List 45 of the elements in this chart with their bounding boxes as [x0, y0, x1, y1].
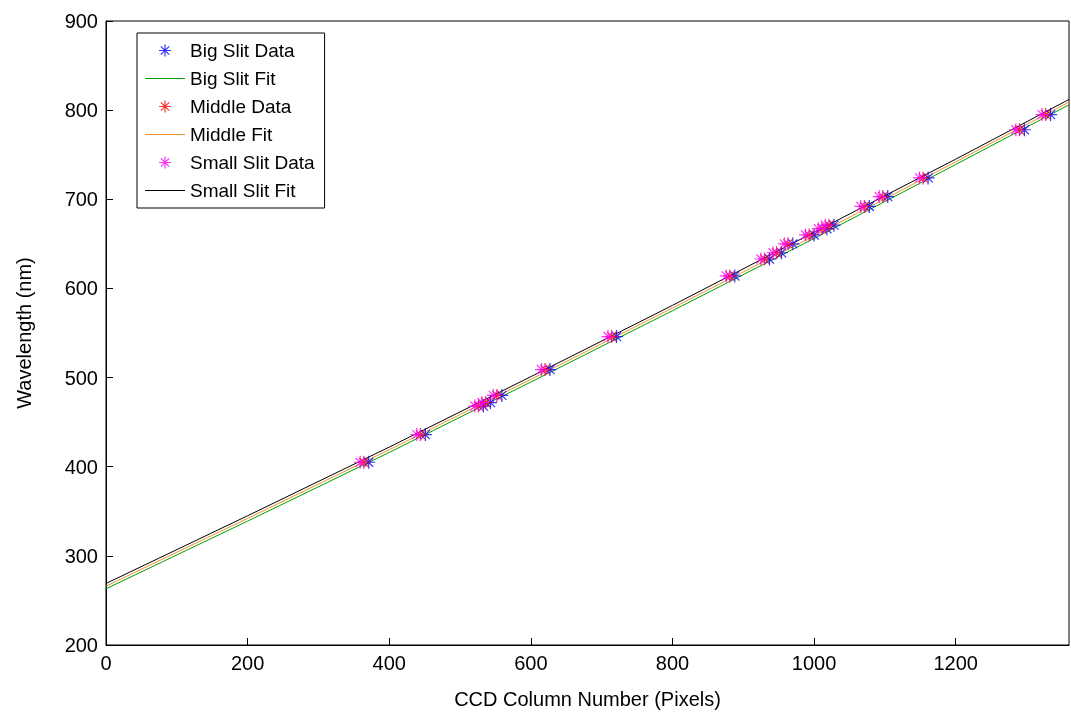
point	[609, 329, 624, 344]
point	[1008, 122, 1023, 137]
point	[1034, 107, 1050, 122]
legend-label: Middle Fit	[190, 124, 274, 145]
point	[1043, 107, 1058, 122]
x-tick-label: 600	[514, 652, 548, 674]
x-axis-title: CCD Column Number (Pixels)	[454, 688, 721, 710]
legend-label: Small Slit Data	[190, 152, 316, 173]
point	[802, 227, 817, 243]
point	[600, 329, 616, 344]
point	[409, 427, 424, 442]
y-tick-label: 800	[64, 99, 98, 122]
y-tick-label: 700	[64, 188, 98, 211]
point	[774, 245, 789, 260]
x-tick-label: 1200	[933, 652, 978, 674]
point	[862, 199, 877, 214]
y-tick-label: 900	[64, 10, 98, 32]
x-tick-label: 400	[372, 652, 406, 674]
legend-label: Big Slit Fit	[190, 68, 277, 89]
y-tick-label: 400	[64, 455, 98, 478]
legend-label: Big Slit Data	[190, 40, 295, 61]
legend-label: Middle Data	[190, 96, 292, 117]
point	[418, 427, 433, 442]
point	[1017, 122, 1032, 137]
point	[798, 227, 813, 243]
x-tick-label: 1000	[791, 652, 837, 674]
x-tick-label: 0	[100, 652, 112, 674]
point	[857, 199, 872, 214]
point	[467, 399, 483, 414]
point	[853, 199, 868, 214]
y-tick-label: 300	[64, 544, 98, 567]
point	[765, 245, 781, 260]
point	[534, 362, 549, 377]
point	[916, 170, 931, 185]
point	[912, 170, 927, 185]
legend-label: Small Slit Fit	[190, 180, 297, 201]
y-tick-label: 500	[64, 366, 98, 389]
x-tick-label: 200	[230, 652, 265, 674]
point	[537, 362, 553, 377]
y-tick-label: 600	[64, 277, 98, 300]
y-tick-label: 200	[64, 634, 98, 656]
point	[753, 251, 769, 267]
x-tick-label: 800	[655, 652, 690, 674]
point	[474, 395, 490, 410]
y-axis-title: Wavelength (nm)	[13, 257, 35, 409]
